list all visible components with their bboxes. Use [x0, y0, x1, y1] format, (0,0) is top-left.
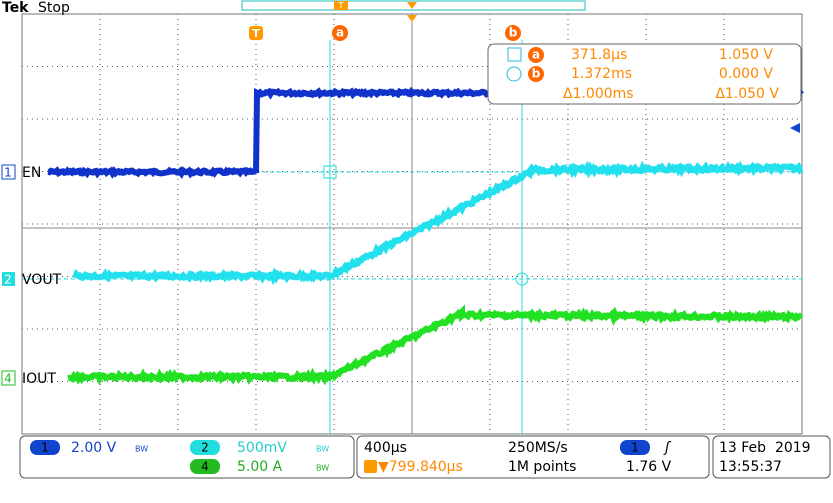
ch2-pill-number: 2 — [201, 441, 209, 455]
iout-trace — [67, 304, 804, 386]
ch2-number: 2 — [4, 273, 12, 287]
ch4-number: 4 — [4, 372, 12, 386]
cursor-b-point — [515, 272, 529, 286]
ch2-bw: BW — [316, 445, 329, 454]
ch1-bw: BW — [135, 445, 148, 454]
ch4-bw: BW — [316, 464, 329, 473]
readout-b-marker: b — [532, 67, 541, 81]
trigger-position-marker-grid — [407, 15, 417, 22]
readout-delta-time: Δ1.000ms — [563, 86, 634, 102]
ch2-scale: 500mV — [237, 440, 287, 456]
trigger-level: 1.76 V — [626, 459, 672, 475]
readout-b-badge — [528, 66, 544, 82]
ch4-scale: 5.00 A — [237, 459, 283, 475]
ch1-pill-number: 1 — [41, 441, 49, 455]
sample-rate: 250MS/s — [508, 440, 568, 456]
readout-a-value: 1.050 V — [719, 47, 774, 63]
ch2-label: VOUT — [22, 272, 62, 288]
run-status: Stop — [38, 0, 70, 16]
cursor-b-badge — [505, 25, 521, 41]
cursor-a-marker: a — [336, 26, 344, 40]
readout-b-time: 1.372ms — [571, 66, 632, 82]
cursor-a-point — [323, 165, 337, 179]
ch1-label: EN — [22, 165, 41, 181]
cursor-a-badge — [332, 25, 348, 41]
time: 13:55:37 — [719, 459, 782, 475]
cursor-readout — [487, 43, 802, 105]
readout-a-badge — [528, 47, 544, 63]
cursor-a-icon — [507, 47, 522, 62]
trigger-position: ▼799.840µs — [378, 459, 463, 475]
top-bar — [0, 0, 833, 13]
trigger-level-arrow — [790, 123, 800, 133]
record-bar — [241, 0, 586, 11]
ch2-pill — [190, 440, 220, 455]
ch1-pill — [30, 440, 60, 455]
brand: Tek — [2, 0, 29, 16]
trigger-source: 1 — [631, 441, 639, 455]
record-trigger: T — [337, 2, 344, 12]
trigger-slope: ʃ — [663, 440, 672, 456]
ch4-tag — [1, 370, 16, 386]
datetime-panel — [712, 435, 831, 479]
cursor-b-icon — [506, 66, 522, 82]
date: 13 Feb 2019 — [719, 440, 811, 456]
ch4-pill — [190, 459, 220, 474]
ch4-label: IOUT — [22, 371, 56, 387]
trigger-pos-icon — [364, 460, 377, 473]
ch2-tag — [2, 272, 15, 286]
trigger-source-pill — [620, 440, 650, 455]
readout-delta-value: Δ1.050 V — [715, 86, 779, 102]
timebase-scale: 400µs — [364, 440, 407, 456]
record-trigger-box — [334, 1, 348, 10]
trigger-position-marker — [407, 2, 417, 9]
ch1-tag — [1, 164, 16, 180]
ch4-pill-number: 4 — [201, 460, 209, 474]
cursor-b-marker: b — [509, 26, 518, 40]
trigger-marker-box — [249, 26, 263, 40]
trigger-marker: T — [252, 27, 260, 40]
readout-a-marker: a — [532, 48, 540, 62]
ch1-scale: 2.00 V — [71, 440, 117, 456]
vout-trace — [72, 160, 804, 286]
channel-panel — [19, 435, 355, 479]
ch1-number: 1 — [4, 166, 12, 180]
readout-a-time: 371.8µs — [571, 47, 627, 63]
readout-b-value: 0.000 V — [719, 66, 774, 82]
record-length: 1M points — [508, 459, 576, 475]
